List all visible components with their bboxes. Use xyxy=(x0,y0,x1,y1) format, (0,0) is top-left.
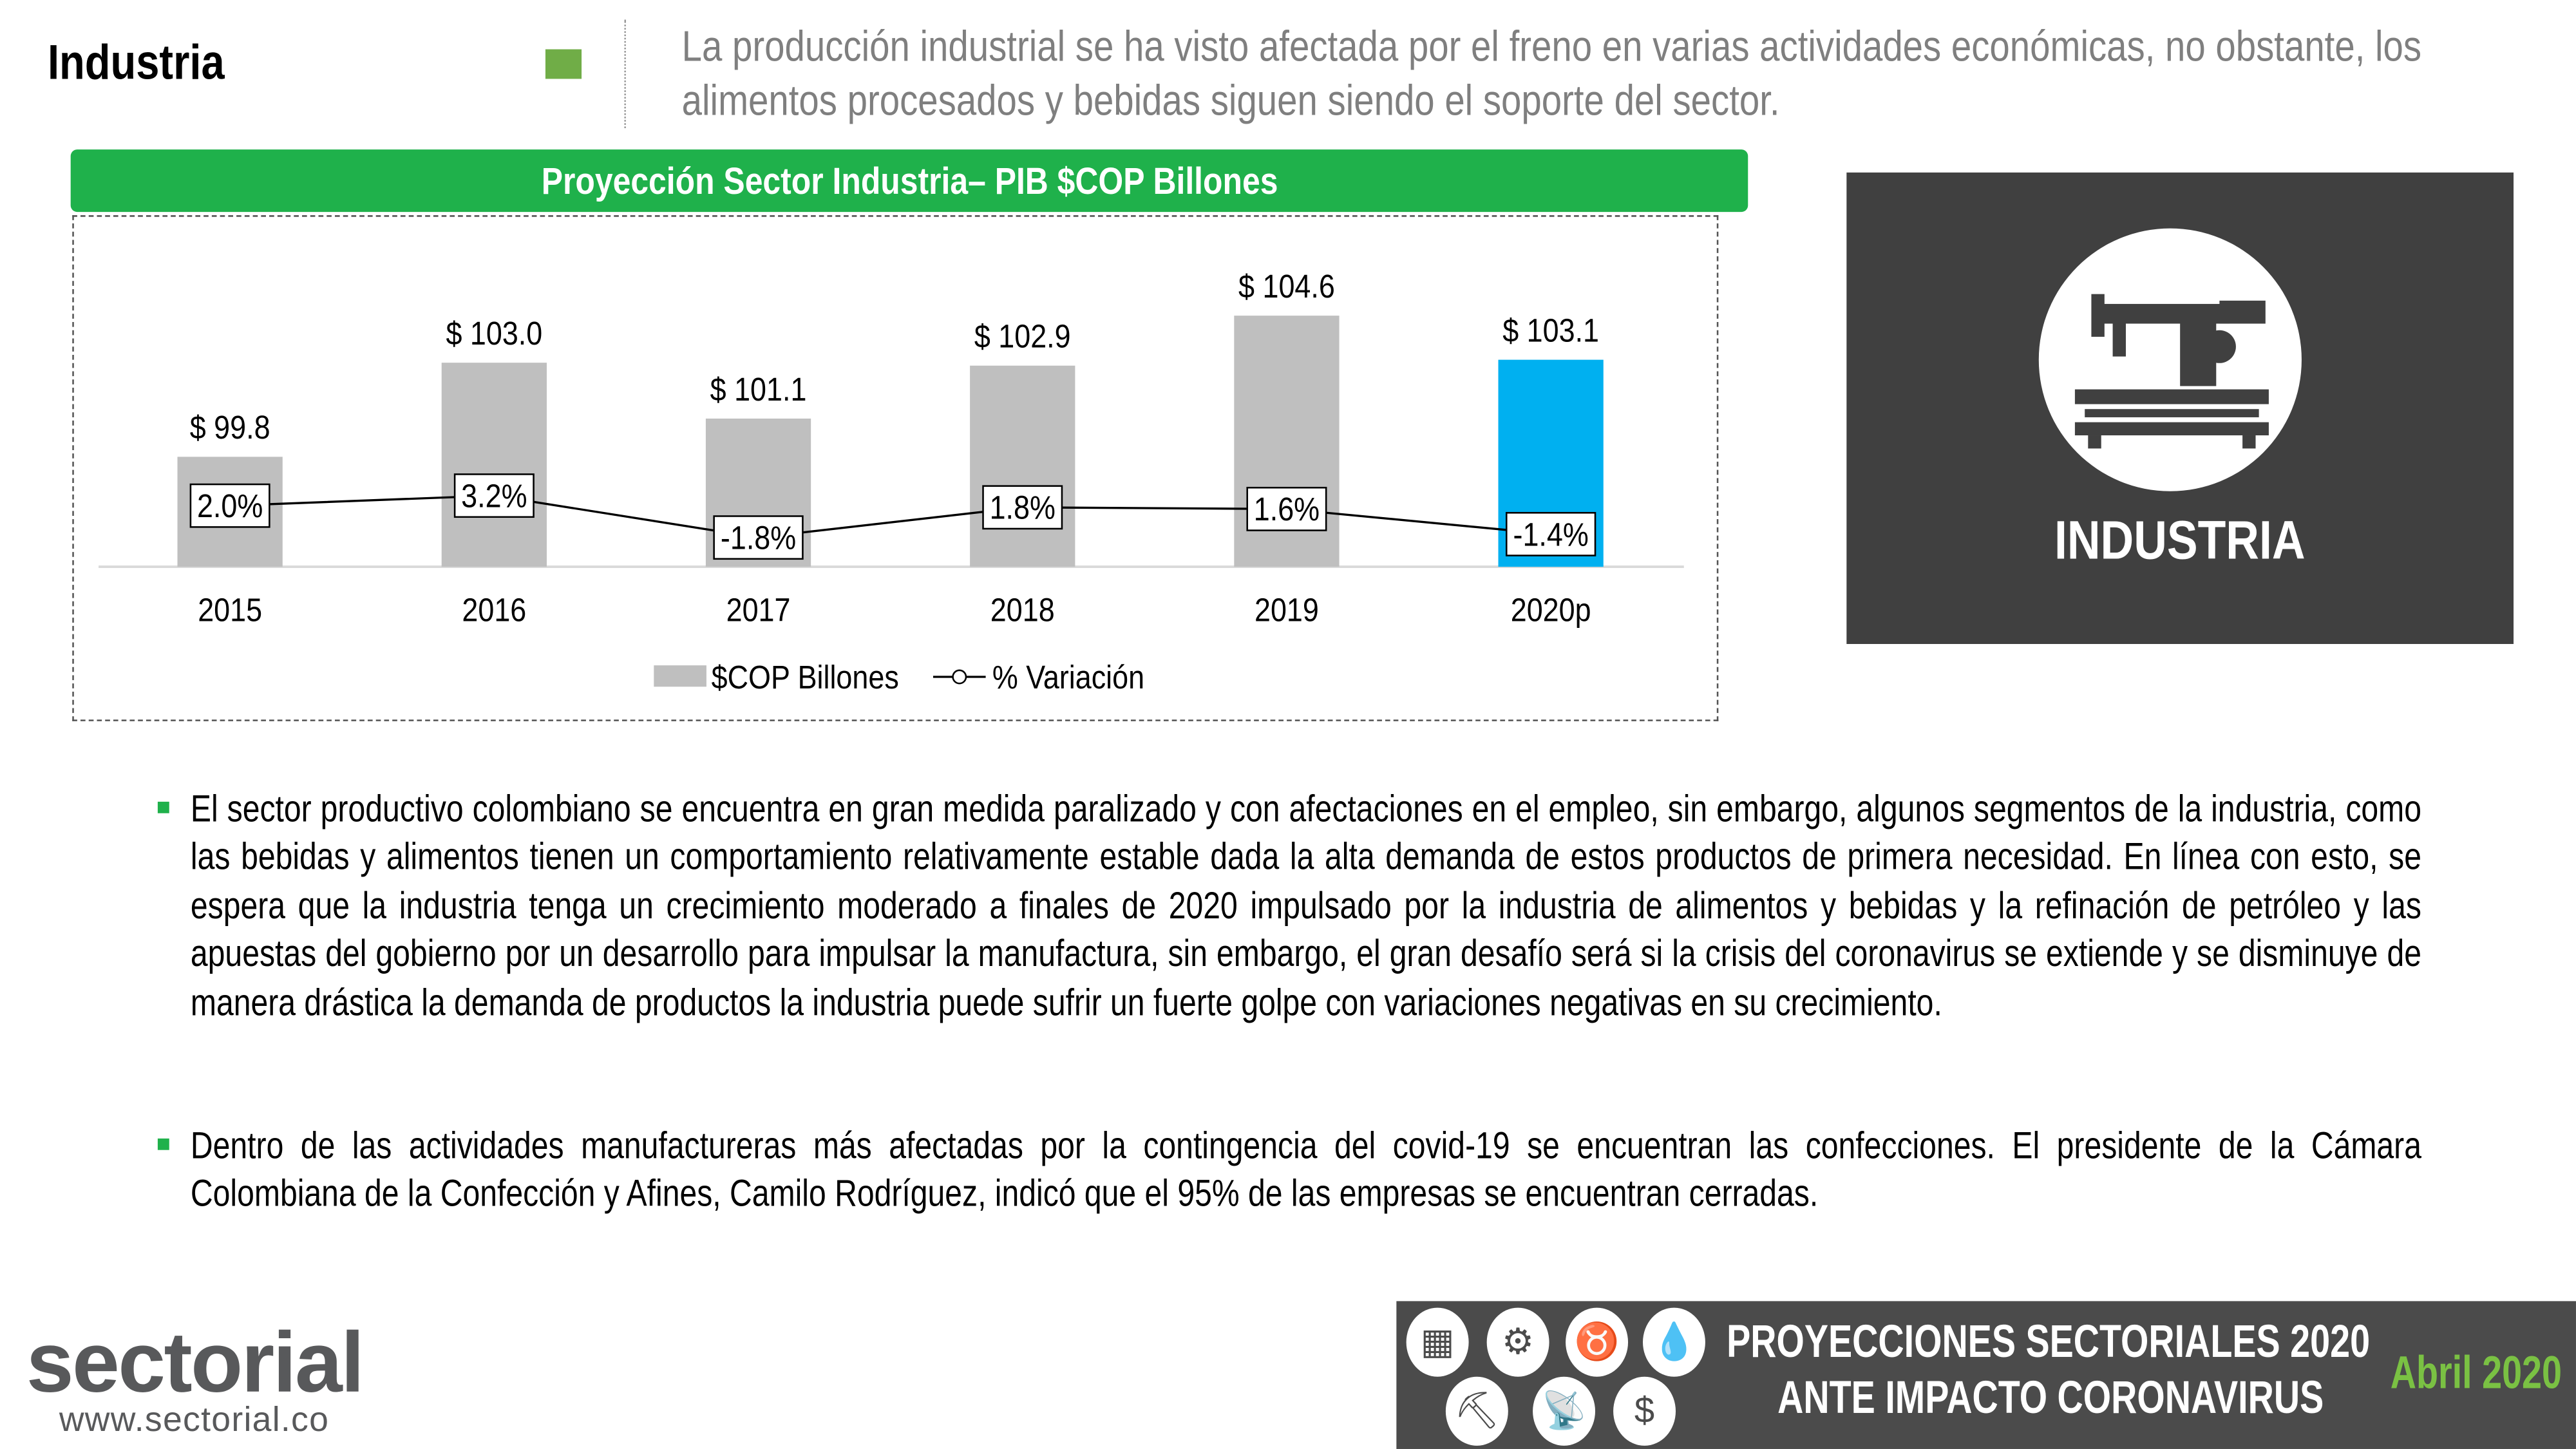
subtitle-line-1: La producción industrial se ha visto afe… xyxy=(681,21,2422,71)
chart-title-bar: Proyección Sector Industria– PIB $COP Bi… xyxy=(70,149,1748,213)
building-icon: ▦ xyxy=(1406,1307,1469,1377)
logo-url: www.sectorial.co xyxy=(59,1401,330,1439)
x-tick-label: 2017 xyxy=(726,592,791,629)
page-title: Industria xyxy=(47,36,225,91)
bar-value-label: $ 99.8 xyxy=(190,410,270,446)
legend-line-marker xyxy=(952,669,967,685)
x-tick-label: 2016 xyxy=(462,592,526,629)
variation-line xyxy=(230,494,1551,539)
variation-label-box xyxy=(982,485,1063,530)
variation-label-box xyxy=(1505,511,1596,556)
bar-value-label: $ 103.1 xyxy=(1502,313,1599,349)
divider xyxy=(624,19,626,128)
cow-icon: ♉ xyxy=(1566,1307,1629,1377)
chart-frame xyxy=(72,215,1719,721)
chart: $ 99.8 2015 $ 103.0 2016 $ 101.1 2017 $ 102.9 2… xyxy=(99,269,1684,696)
x-tick-label: 2020p xyxy=(1511,592,1591,629)
bullet-icon xyxy=(157,1138,169,1150)
antenna-icon: 📡 xyxy=(1533,1376,1596,1446)
sewing-machine-icon: ⚙ xyxy=(1486,1307,1549,1377)
x-tick-label: 2015 xyxy=(198,592,262,629)
variation-label-box xyxy=(713,515,804,560)
bar xyxy=(441,363,547,567)
x-tick-label: 2019 xyxy=(1255,592,1319,629)
footer-title-line-1: PROYECCIONES SECTORIALES 2020 xyxy=(1727,1316,2371,1367)
excavator-icon: ⛏ xyxy=(1445,1376,1508,1446)
footer-date: Abril 2020 xyxy=(2390,1347,2562,1398)
bar-value-label: $ 103.0 xyxy=(446,316,542,352)
variation-label-box xyxy=(453,473,535,518)
variation-label: 1.8% xyxy=(990,490,1056,526)
legend-bar-swatch xyxy=(654,665,706,687)
paragraph-2: Dentro de las actividades manufactureras… xyxy=(190,1123,2421,1215)
chart-title: Proyección Sector Industria– PIB $COP Bi… xyxy=(541,159,1278,202)
drops-icon: 💧 xyxy=(1643,1307,1705,1377)
variation-label: 1.6% xyxy=(1254,492,1320,528)
variation-label: 2.0% xyxy=(197,488,263,524)
bar xyxy=(970,365,1075,567)
legend-bar-label: $COP Billones xyxy=(712,659,899,696)
page-subtitle: La producción industrial se ha visto afe… xyxy=(682,20,2421,128)
bar-value-label: $ 104.6 xyxy=(1238,269,1335,305)
paragraph-1: El sector productivo colombiano se encue… xyxy=(190,786,2421,1023)
money-bag-icon: $ xyxy=(1613,1376,1676,1446)
variation-label-box xyxy=(189,483,270,528)
bullet-icon xyxy=(157,801,169,813)
sewing-machine-icon xyxy=(2038,228,2302,491)
variation-label: -1.4% xyxy=(1513,517,1589,553)
bar-value-label: $ 102.9 xyxy=(974,319,1071,355)
bar-value-label: $ 101.1 xyxy=(710,372,807,408)
variation-label-box xyxy=(1246,486,1327,531)
footer-title-line-2: ANTE IMPACTO CORONAVIRUS xyxy=(1777,1372,2324,1423)
x-tick-label: 2018 xyxy=(990,592,1055,629)
subtitle-line-2: alimentos procesados y bebidas siguen si… xyxy=(681,75,1780,125)
variation-label: -1.8% xyxy=(721,520,796,556)
sectorial-logo: sectorial xyxy=(26,1316,365,1412)
green-marker xyxy=(545,49,582,79)
variation-label: 3.2% xyxy=(461,478,527,515)
legend-line-label: % Variación xyxy=(992,659,1144,696)
sector-label: INDUSTRIA xyxy=(2054,509,2306,571)
footer-banner: ▦ ⚙ ♉ 💧 ⛏ 📡 $ PROYECCIONES SECTORIALES 2… xyxy=(1396,1301,2576,1449)
